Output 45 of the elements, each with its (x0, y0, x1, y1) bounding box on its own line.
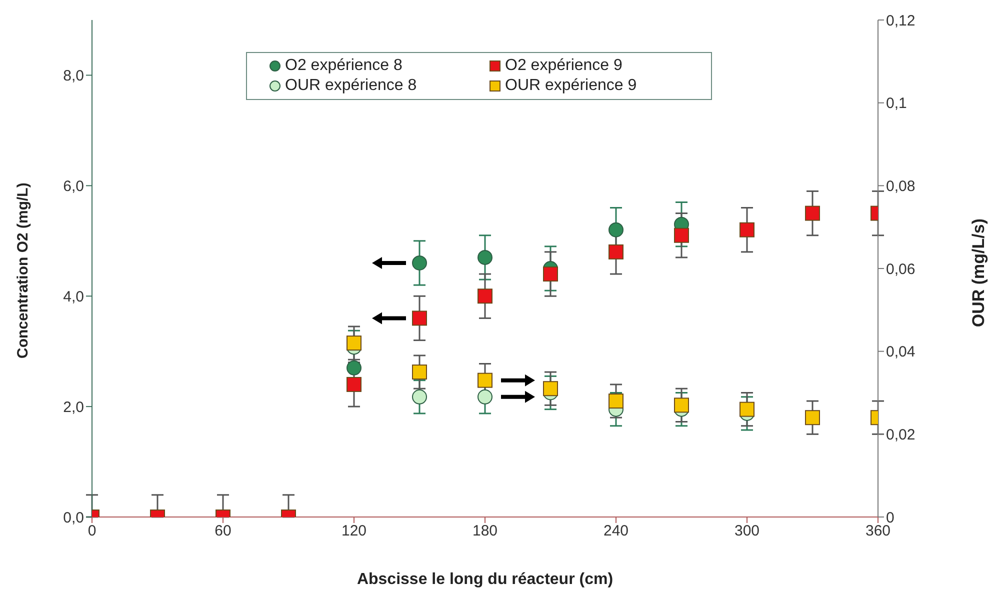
y-tick-label: 6,0 (63, 178, 84, 195)
x-tick-label: 0 (88, 522, 96, 540)
legend-label: OUR expérience 9 (505, 77, 637, 95)
y-tick-label: 4,0 (63, 288, 84, 306)
point (740, 402, 754, 417)
y2-tick-label: 0,04 (886, 344, 916, 361)
x-tick-label: 60 (214, 522, 232, 540)
x-tick-label: 240 (603, 522, 629, 540)
point (543, 266, 558, 282)
point (412, 364, 427, 380)
y2-tick-label: 0,06 (886, 260, 916, 278)
point (608, 394, 624, 409)
legend-label: OUR expérience 8 (285, 77, 417, 95)
y2-tick-label: 0,02 (886, 426, 916, 444)
x-axis-title: Abscisse le long du réacteur (cm) (356, 571, 614, 588)
y-tick-label: 0,0 (63, 509, 84, 526)
y2-tick-label: 0,12 (886, 12, 916, 30)
point (674, 398, 689, 413)
point (412, 310, 427, 326)
point (543, 381, 558, 396)
point (608, 222, 624, 238)
point (346, 360, 362, 376)
y-tick-label: 2,0 (63, 398, 84, 416)
point (608, 244, 624, 260)
y2-tick-label: 0,08 (886, 178, 916, 195)
point (478, 288, 492, 304)
legend-label: O2 expérience 9 (505, 57, 622, 75)
point (478, 250, 492, 265)
point (478, 389, 492, 404)
x-tick-label: 300 (734, 522, 760, 540)
y-tick-label: 8,0 (63, 68, 84, 85)
point (346, 336, 362, 351)
point (412, 255, 427, 270)
y2-tick-label: 0,1 (886, 95, 907, 112)
point (478, 372, 492, 388)
point (674, 228, 689, 243)
y-axis-title: Concentration O2 (mg/L) (14, 182, 32, 358)
point (740, 222, 754, 238)
x-tick-label: 120 (341, 522, 367, 540)
point (805, 206, 820, 221)
x-tick-label: 180 (472, 522, 498, 540)
legend-label: O2 expérience 8 (285, 57, 402, 75)
y2-axis-title: OUR (mg/L/s) (969, 218, 988, 328)
point (412, 389, 427, 404)
point (805, 410, 820, 426)
